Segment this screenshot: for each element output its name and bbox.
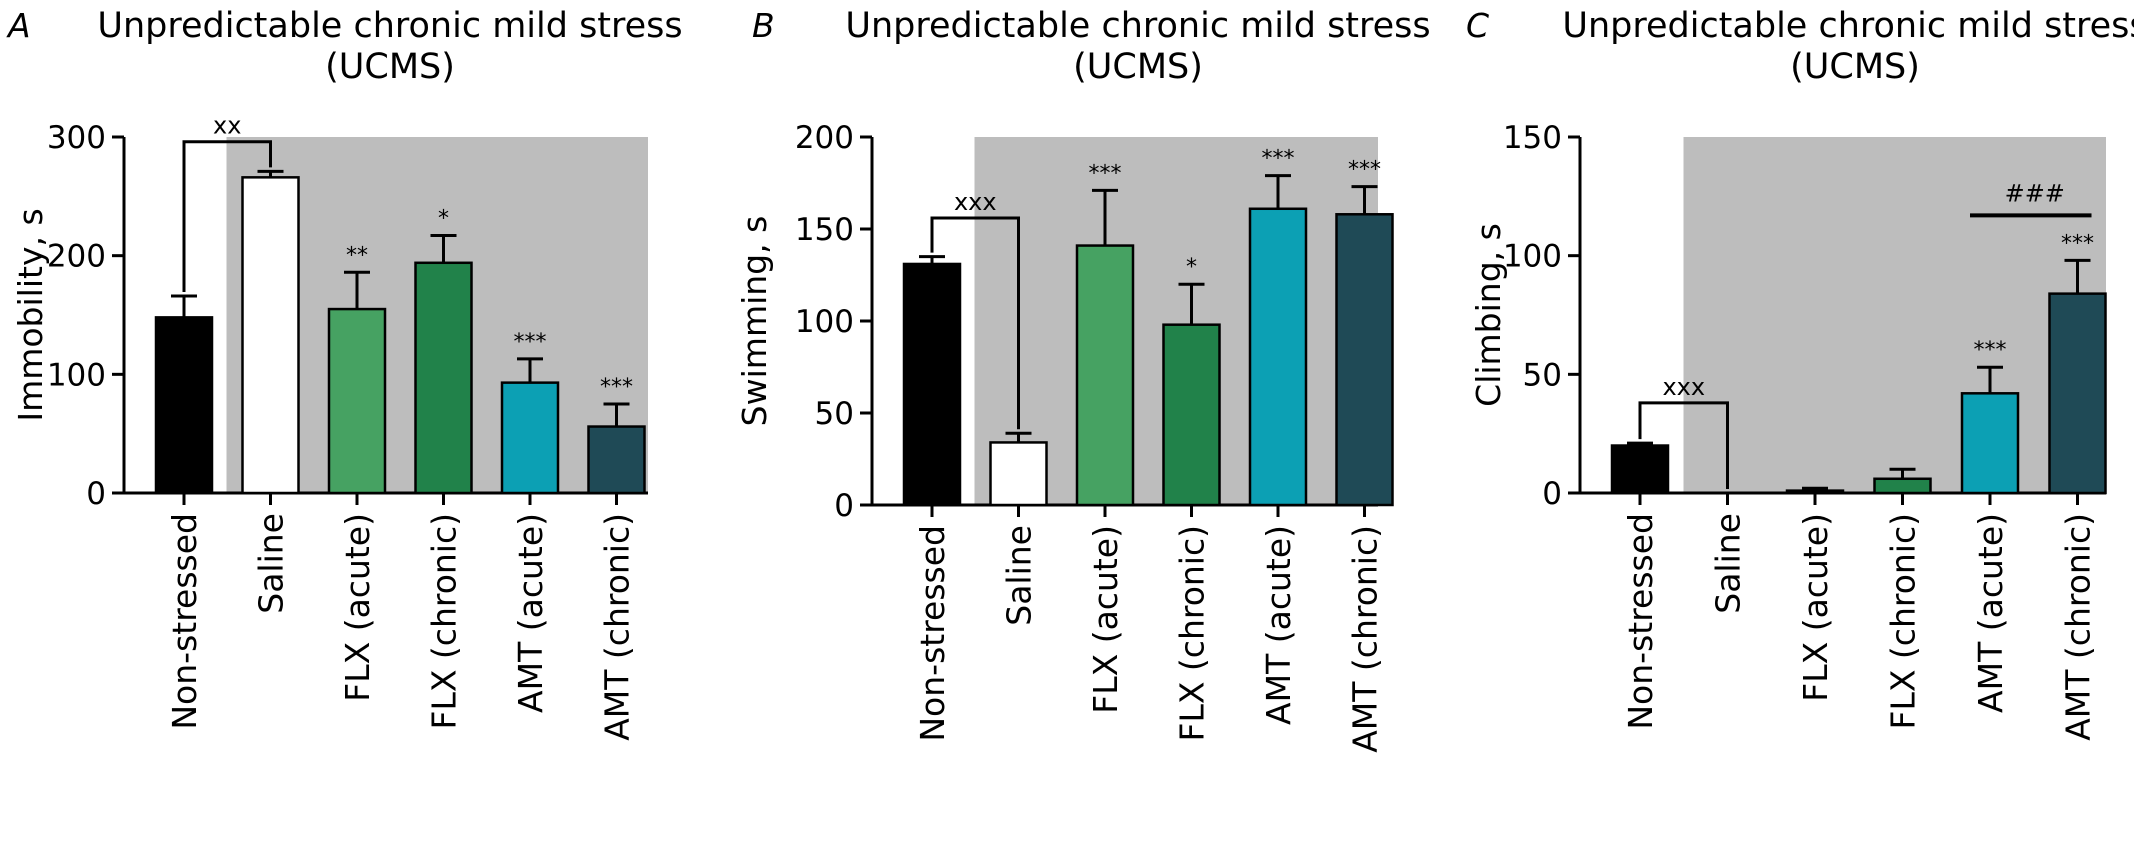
y-tick-label: 0 [86,476,106,512]
y-tick-label: 0 [1542,476,1562,512]
category-label: FLX (acute) [1086,525,1125,714]
category-label: Saline [1709,513,1748,614]
category-label: Saline [1000,525,1039,626]
panel-b: B Unpredictable chronic mild stress(UCMS)… [735,6,1431,753]
bar [2048,292,2107,495]
y-tick-label: 300 [47,120,106,156]
panel-letter: A [6,6,31,45]
category-label: AMT (acute) [1259,525,1298,725]
bar [1075,244,1135,507]
bar [154,316,214,495]
y-tick-label: 50 [1523,357,1562,393]
significance-label: *** [600,375,633,400]
y-tick-label: 50 [815,396,854,432]
y-axis-label: Immobility, s [11,208,50,421]
significance-label: *** [514,330,547,355]
y-tick-label: 100 [1503,239,1562,275]
significance-label: *** [1089,161,1122,186]
category-label: FLX (acute) [338,513,377,702]
bar [1785,489,1845,495]
comparison-label: xxx [954,188,997,216]
significance-label: ** [346,243,368,268]
significance-label: *** [1262,147,1295,172]
chart-title: (UCMS) [1073,47,1203,87]
panel-c: C Unpredictable chronic mild stress(UCMS)… [1466,6,2134,741]
group-bracket-label: ### [2005,179,2065,207]
y-axis-label: Swimming, s [735,216,774,427]
bar [1162,323,1221,507]
category-label: FLX (chronic) [1173,525,1212,742]
bar [500,381,560,495]
y-tick-label: 150 [1503,120,1562,156]
significance-label: * [1186,255,1197,280]
category-label: Non-stressed [165,513,204,730]
y-tick-label: 200 [795,120,854,156]
category-label: Saline [252,513,291,614]
y-tick-label: 0 [834,488,854,524]
significance-label: *** [1348,158,1381,183]
chart-title: (UCMS) [325,47,455,87]
category-label: AMT (chronic) [2059,513,2098,741]
bar [414,261,473,495]
panel-a: A Unpredictable chronic mild stress(UCMS)… [6,6,683,741]
y-tick-label: 100 [795,304,854,340]
comparison-label: xx [213,112,241,140]
bar [587,425,646,495]
category-label: Non-stressed [913,525,952,742]
y-tick-label: 150 [795,212,854,248]
chart-title: (UCMS) [1790,47,1920,87]
category-label: AMT (acute) [1971,513,2010,713]
bar [1248,207,1308,507]
comparison-bracket [1638,401,1729,489]
panel-letter: C [1466,6,1489,45]
shaded-region [1683,137,2106,493]
bar [241,176,300,495]
chart-title: Unpredictable chronic mild stress [845,6,1430,46]
bar [327,307,387,495]
category-label: AMT (chronic) [598,513,637,741]
bar [1610,444,1670,495]
panel-letter: B [752,6,775,45]
significance-label: *** [2061,231,2094,256]
significance-label: *** [1974,338,2007,363]
bar [902,262,962,507]
category-label: FLX (chronic) [1884,513,1923,730]
y-axis-label: Climbing, s [1469,223,1508,407]
chart-title: Unpredictable chronic mild stress [1562,6,2134,46]
y-tick-label: 200 [47,239,106,275]
y-tick-label: 100 [47,357,106,393]
significance-label: * [438,206,449,231]
bar [1873,477,1932,495]
bar [1335,213,1394,507]
category-label: FLX (chronic) [425,513,464,730]
comparison-label: xxx [1662,373,1705,401]
category-label: Non-stressed [1621,513,1660,730]
category-label: AMT (acute) [511,513,550,713]
comparison-bracket [182,140,272,293]
bar [1960,392,2020,495]
comparison-bracket [930,216,1020,430]
chart-title: Unpredictable chronic mild stress [97,6,682,46]
category-label: FLX (acute) [1796,513,1835,702]
bar [989,441,1048,507]
category-label: AMT (chronic) [1346,525,1385,753]
